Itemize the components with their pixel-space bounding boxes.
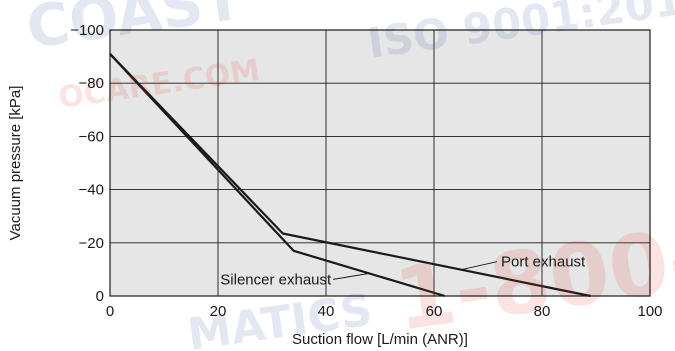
x-tick-label: 80 bbox=[534, 303, 551, 320]
plot-frame bbox=[109, 29, 651, 297]
series-line-port-exhaust bbox=[109, 53, 591, 298]
x-tick-labels: 0 20 40 60 80 100 bbox=[106, 303, 663, 320]
y-tick-labels: 0 −20 −40 −60 −80 −100 bbox=[70, 22, 104, 305]
x-tick-label: 0 bbox=[106, 303, 114, 320]
y-tick-label: −100 bbox=[70, 22, 104, 39]
y-tick-label: −40 bbox=[79, 182, 104, 199]
leader-line-port-exhaust bbox=[460, 261, 498, 271]
annotation-port-exhaust: Port exhaust bbox=[501, 254, 586, 271]
y-tick-label: −60 bbox=[79, 128, 104, 145]
x-tick-label: 20 bbox=[210, 303, 227, 320]
annotation-silencer-exhaust: Silencer exhaust bbox=[220, 271, 332, 288]
y-tick-label: 0 bbox=[96, 288, 104, 305]
series-line-silencer-exhaust bbox=[109, 53, 446, 298]
x-axis-title: Suction flow [L/min (ANR)] bbox=[292, 331, 468, 348]
leader-line-silencer-exhaust bbox=[333, 272, 370, 280]
y-tick-label: −20 bbox=[79, 235, 104, 252]
x-tick-label: 100 bbox=[637, 303, 662, 320]
grid-lines bbox=[110, 30, 650, 296]
x-tick-label: 40 bbox=[318, 303, 335, 320]
annotations: Port exhaust Silencer exhaust bbox=[220, 254, 586, 289]
y-axis-title: Vacuum pressure [kPa] bbox=[7, 86, 24, 241]
x-tick-label: 60 bbox=[426, 303, 443, 320]
plot-area bbox=[110, 30, 650, 296]
series-lines bbox=[109, 53, 591, 298]
y-tick-label: −80 bbox=[79, 75, 104, 92]
